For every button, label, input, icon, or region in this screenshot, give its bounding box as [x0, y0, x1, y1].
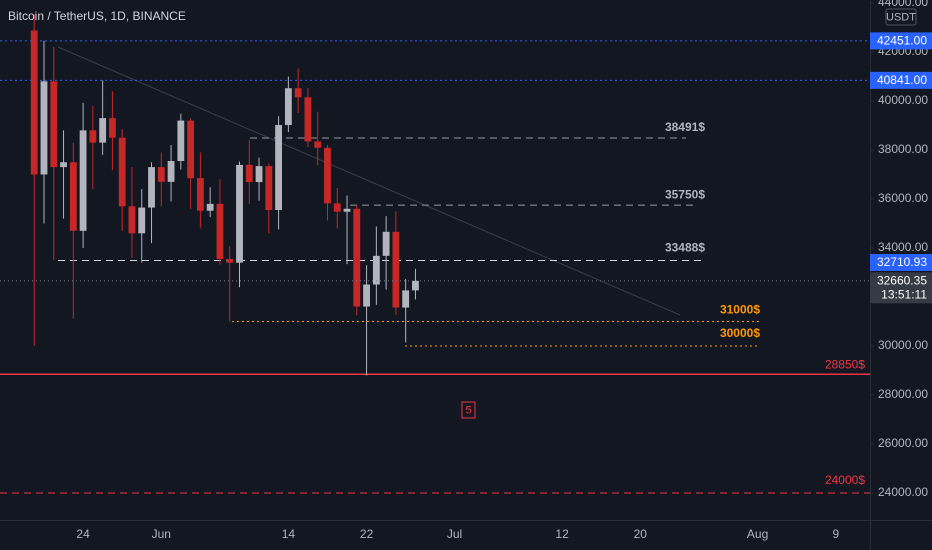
candle-body — [99, 118, 107, 143]
price-badge-label: 42451.00 — [877, 34, 927, 48]
candle-body — [167, 160, 175, 182]
marker-badge — [870, 254, 932, 271]
candle-body — [216, 203, 224, 260]
chart-title: Bitcoin / TetherUS, 1D, BINANCE — [8, 9, 186, 23]
price-badge-label: 40841.00 — [877, 73, 927, 87]
plot — [0, 14, 870, 494]
candle-body — [50, 81, 58, 168]
candle-body — [275, 124, 283, 211]
y-tick-label: 40000.00 — [878, 93, 928, 107]
candle-body — [187, 120, 195, 179]
candle-body — [177, 120, 185, 161]
candle-body — [353, 208, 361, 307]
annotation: 5 — [465, 404, 471, 416]
y-tick-label: 24000.00 — [878, 485, 928, 499]
level-label: 35750$ — [665, 187, 705, 201]
marker-label: 32710.93 — [877, 255, 927, 269]
candle-body — [314, 141, 322, 148]
candle-body — [69, 162, 77, 231]
countdown: 13:51:11 — [881, 287, 927, 301]
y-tick-label: 30000.00 — [878, 338, 928, 352]
y-tick-label: 36000.00 — [878, 191, 928, 205]
candle-body — [118, 137, 126, 207]
trend-line — [57, 46, 681, 316]
candle-body — [157, 167, 165, 182]
y-tick-label: 44000.00 — [878, 0, 928, 9]
level-label: 31000$ — [720, 303, 760, 317]
annotation-box — [461, 401, 476, 419]
current-price-label: 32660.35 — [877, 273, 927, 287]
x-tick-label: 24 — [76, 527, 90, 541]
candle-body — [363, 284, 370, 307]
candle-body — [89, 130, 97, 143]
candle-body — [304, 97, 312, 142]
current-price-badge — [870, 272, 932, 304]
candle-body — [30, 30, 38, 175]
candle-body — [79, 130, 87, 231]
candle-body — [245, 164, 253, 183]
currency-box — [885, 8, 917, 26]
candle-body — [108, 118, 116, 138]
candle-body — [284, 88, 292, 125]
candle-body — [324, 147, 331, 204]
price-badge — [870, 32, 932, 50]
candle-body — [60, 162, 67, 168]
x-tick-label: Jun — [152, 527, 171, 541]
y-tick-label: 28000.00 — [878, 387, 928, 401]
candle-body — [40, 81, 48, 175]
price-badge — [870, 71, 932, 89]
candle-body — [226, 259, 234, 263]
y-tick-label: 26000.00 — [878, 436, 928, 450]
candle-body — [343, 208, 351, 212]
y-tick-label: 38000.00 — [878, 142, 928, 156]
x-tick-label: 20 — [634, 527, 648, 541]
candle-body — [236, 164, 243, 263]
candle-body — [128, 206, 136, 234]
x-tick-label: 14 — [282, 527, 296, 541]
candle-body — [206, 203, 214, 211]
x-tick-label: Jul — [447, 527, 462, 541]
y-tick-label: 34000.00 — [878, 240, 928, 254]
x-tick-label: 9 — [832, 527, 839, 541]
level-label: 30000$ — [720, 326, 760, 340]
candle-body — [138, 207, 146, 234]
candle-body — [148, 167, 155, 208]
level-label: 38491$ — [665, 120, 705, 134]
candle-body — [412, 280, 419, 291]
candle-body — [255, 166, 263, 183]
currency: USDT — [886, 11, 916, 23]
level-label: 28850$ — [825, 357, 865, 371]
x-tick-label: 22 — [360, 527, 374, 541]
candle-body — [382, 231, 390, 256]
level-label: 33488$ — [665, 241, 705, 255]
candle-body — [372, 255, 380, 285]
level-label: 24000$ — [825, 473, 865, 487]
candle-body — [333, 203, 341, 212]
candle-body — [294, 88, 302, 98]
x-tick-label: 12 — [555, 527, 569, 541]
candle-body — [392, 231, 400, 308]
x-tick-label: Aug — [747, 527, 768, 541]
candle-body — [265, 166, 273, 211]
candle-body — [402, 290, 410, 308]
candle-body — [196, 178, 204, 211]
